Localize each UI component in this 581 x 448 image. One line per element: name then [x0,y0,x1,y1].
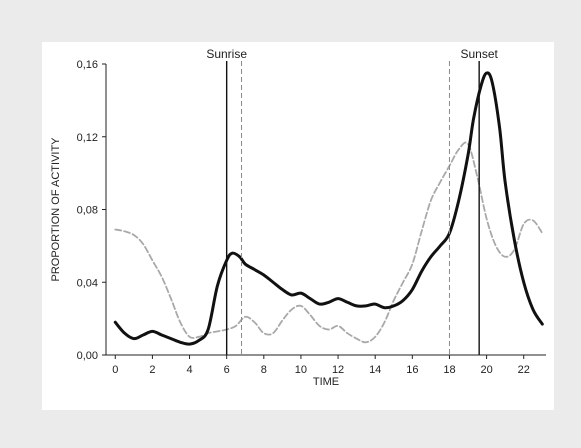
x-tick-label: 14 [369,364,381,376]
y-tick-label: 0,16 [77,59,98,71]
y-tick-label: 0,08 [77,205,98,217]
x-tick-label: 4 [186,364,192,376]
x-tick-label: 2 [149,364,155,376]
x-tick-label: 0 [112,364,118,376]
y-tick-label: 0,00 [77,350,98,362]
x-axis-label: TIME [313,376,339,388]
reference-line-label: Sunset [460,47,498,61]
x-tick-label: 20 [480,364,492,376]
x-tick-label: 22 [518,364,530,376]
y-tick-label: 0,04 [77,277,98,289]
axes-layer [105,64,546,356]
x-tick-label: 18 [443,364,455,376]
ticks-layer: 0 2 4 6 8 10 12 14 16 18 20 22 0,00 0,04 0,08 0,12 0,16 [77,59,530,376]
x-tick-label: 12 [332,364,344,376]
reference-line-label: Sunrise [206,47,247,61]
series-line-dashed [114,141,544,344]
x-tick-label: 10 [295,364,307,376]
activity-chart: Sunrise Sunset 0 2 4 6 8 10 12 14 16 18 20 22 0,00 0,0… [50,47,546,388]
reference-lines-layer: Sunrise Sunset [206,47,499,355]
series-layer [113,71,544,346]
x-tick-label: 16 [406,364,418,376]
x-tick-label: 6 [224,364,230,376]
y-tick-label: 0,12 [77,132,98,144]
y-axis-label: PROPORTION OF ACTIVITY [50,137,62,282]
chart-panel: Sunrise Sunset 0 2 4 6 8 10 12 14 16 18 20 22 0,00 0,0… [42,42,554,410]
x-tick-label: 8 [261,364,267,376]
series-line-solid [113,71,544,346]
